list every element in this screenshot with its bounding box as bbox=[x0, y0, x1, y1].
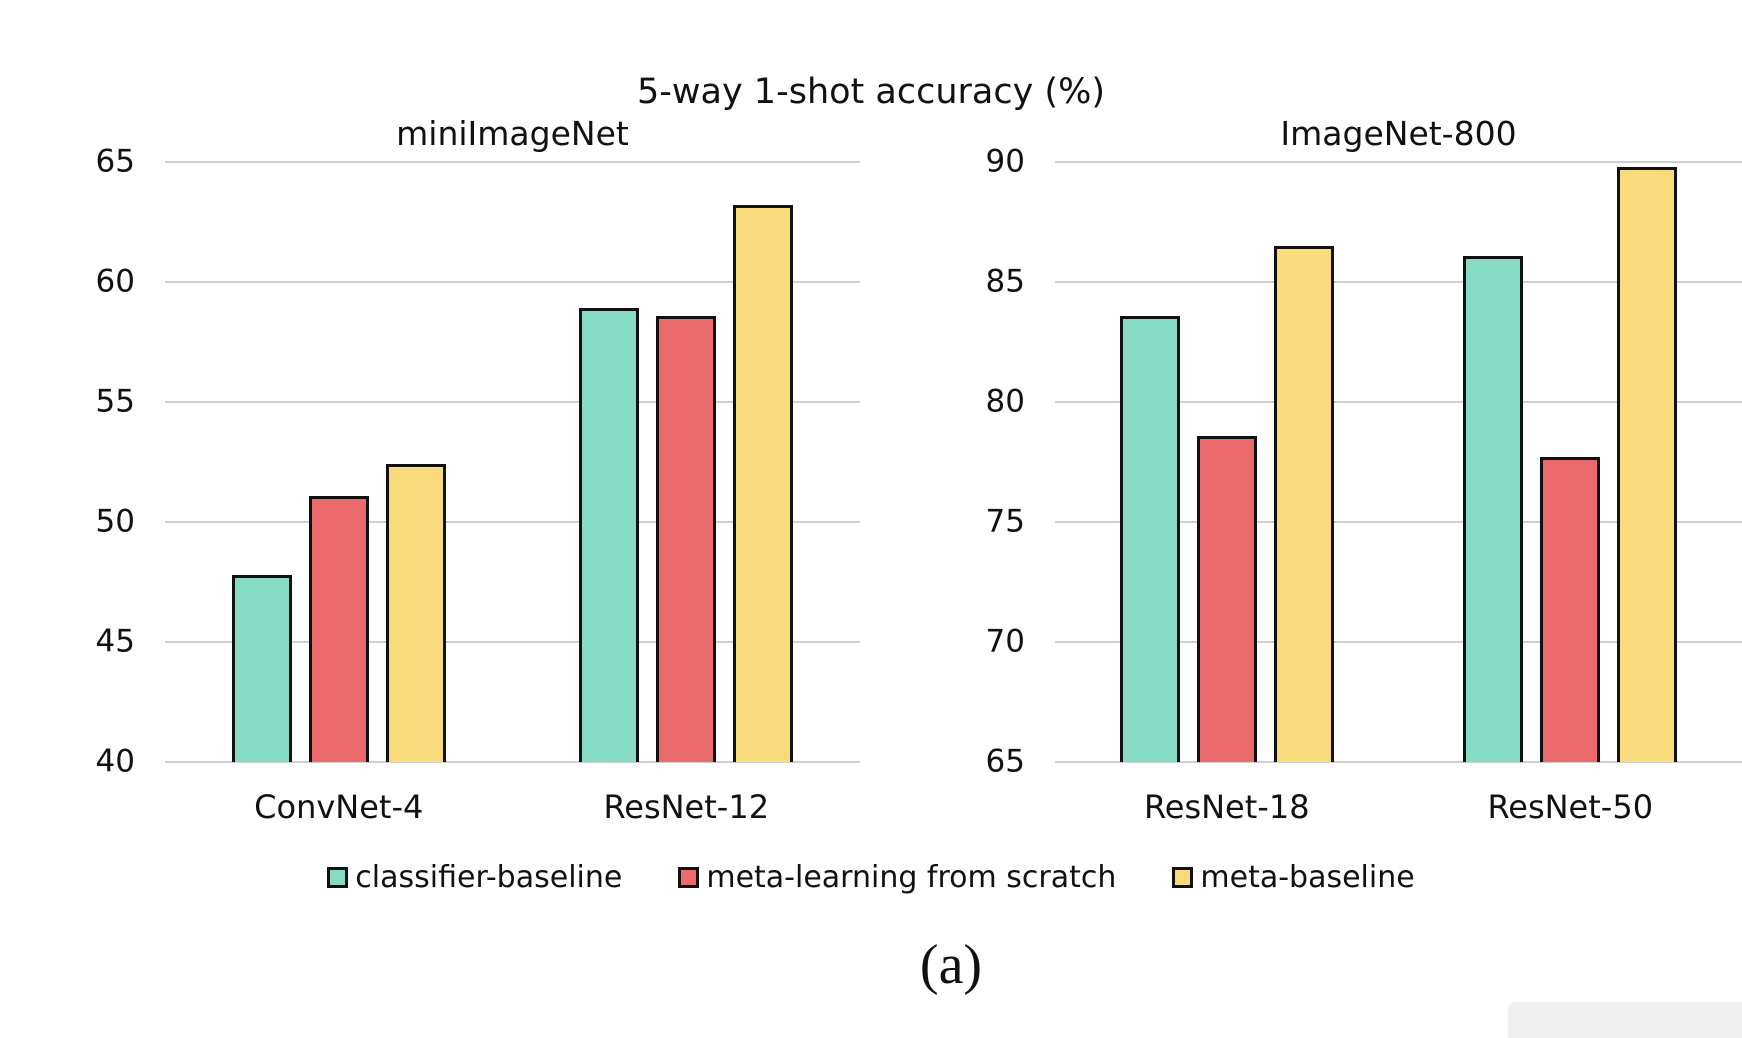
gridline-40 bbox=[165, 761, 860, 763]
y-tick-label-45: 45 bbox=[95, 623, 135, 660]
bar-classifier-baseline-resnet-12 bbox=[579, 308, 640, 762]
legend-marker-meta-baseline bbox=[1172, 867, 1194, 888]
subfigure-caption: (a) bbox=[0, 933, 1742, 997]
figure-title: 5-way 1-shot accuracy (%) bbox=[637, 72, 1105, 112]
legend-item-meta-baseline: meta-baseline bbox=[1172, 860, 1415, 895]
y-tick-label-40: 40 bbox=[95, 743, 135, 780]
bar-meta-learning-from-scratch-resnet-18 bbox=[1196, 435, 1257, 762]
legend-marker-meta-learning-from-scratch bbox=[678, 867, 700, 888]
x-tick-label-resnet-50: ResNet-50 bbox=[1487, 788, 1654, 826]
legend: classifier-baseline meta-learning from sc… bbox=[0, 860, 1742, 895]
gridline-65 bbox=[1055, 761, 1742, 763]
gridline-55 bbox=[165, 401, 860, 403]
y-tick-label-70: 70 bbox=[985, 623, 1025, 660]
gridline-45 bbox=[165, 641, 860, 643]
bar-meta-learning-from-scratch-resnet-50 bbox=[1540, 457, 1601, 762]
bar-meta-learning-from-scratch-resnet-12 bbox=[656, 315, 717, 762]
bar-meta-learning-from-scratch-convnet-4 bbox=[308, 495, 369, 762]
legend-item-meta-learning-from-scratch: meta-learning from scratch bbox=[678, 860, 1116, 895]
bar-classifier-baseline-resnet-18 bbox=[1119, 315, 1180, 762]
legend-marker-classifier-baseline bbox=[327, 867, 349, 888]
bar-meta-baseline-convnet-4 bbox=[385, 464, 446, 762]
subfigure-caption-text: (a) bbox=[919, 934, 983, 996]
gridline-85 bbox=[1055, 281, 1742, 283]
corner-artifact bbox=[1508, 1002, 1742, 1038]
gridline-50 bbox=[165, 521, 860, 523]
gridline-70 bbox=[1055, 641, 1742, 643]
bar-group-convnet-4 bbox=[231, 162, 446, 762]
bar-meta-baseline-resnet-12 bbox=[733, 205, 794, 762]
bar-meta-baseline-resnet-50 bbox=[1617, 166, 1678, 762]
legend-label-meta-learning-from-scratch: meta-learning from scratch bbox=[706, 860, 1117, 895]
bar-group-resnet-50 bbox=[1463, 162, 1678, 762]
gridline-90 bbox=[1055, 161, 1742, 163]
bar-meta-baseline-resnet-18 bbox=[1273, 246, 1334, 762]
bar-classifier-baseline-convnet-4 bbox=[231, 574, 292, 762]
panel-title-miniimagenet: miniImageNet bbox=[396, 114, 629, 153]
y-tick-label-65: 65 bbox=[95, 143, 135, 180]
bar-group-resnet-18 bbox=[1119, 162, 1334, 762]
gridline-65 bbox=[165, 161, 860, 163]
legend-item-classifier-baseline: classifier-baseline bbox=[327, 860, 622, 895]
y-tick-label-90: 90 bbox=[985, 143, 1025, 180]
y-tick-label-50: 50 bbox=[95, 503, 135, 540]
x-tick-label-resnet-18: ResNet-18 bbox=[1143, 788, 1310, 826]
gridline-75 bbox=[1055, 521, 1742, 523]
gridline-80 bbox=[1055, 401, 1742, 403]
y-tick-label-55: 55 bbox=[95, 383, 135, 420]
gridline-60 bbox=[165, 281, 860, 283]
bar-classifier-baseline-resnet-50 bbox=[1463, 255, 1524, 762]
y-tick-label-75: 75 bbox=[985, 503, 1025, 540]
plot-area-miniimagenet: 40 45 50 55 60 65 ConvNet-4 ResNet-12 bbox=[96, 143, 860, 826]
bar-group-resnet-12 bbox=[579, 162, 794, 762]
y-tick-label-65: 65 bbox=[985, 743, 1025, 780]
legend-label-classifier-baseline: classifier-baseline bbox=[355, 860, 623, 895]
y-tick-label-85: 85 bbox=[985, 263, 1025, 300]
panel-title-imagenet800: ImageNet-800 bbox=[1280, 114, 1517, 153]
legend-label-meta-baseline: meta-baseline bbox=[1200, 860, 1415, 895]
plot-area-imagenet800: 65 70 75 80 85 90 ResNet-18 ResNet-50 bbox=[986, 143, 1742, 826]
x-tick-label-convnet-4: ConvNet-4 bbox=[254, 788, 424, 826]
y-tick-label-60: 60 bbox=[95, 263, 135, 300]
x-tick-label-resnet-12: ResNet-12 bbox=[603, 788, 770, 826]
y-tick-label-80: 80 bbox=[985, 383, 1025, 420]
